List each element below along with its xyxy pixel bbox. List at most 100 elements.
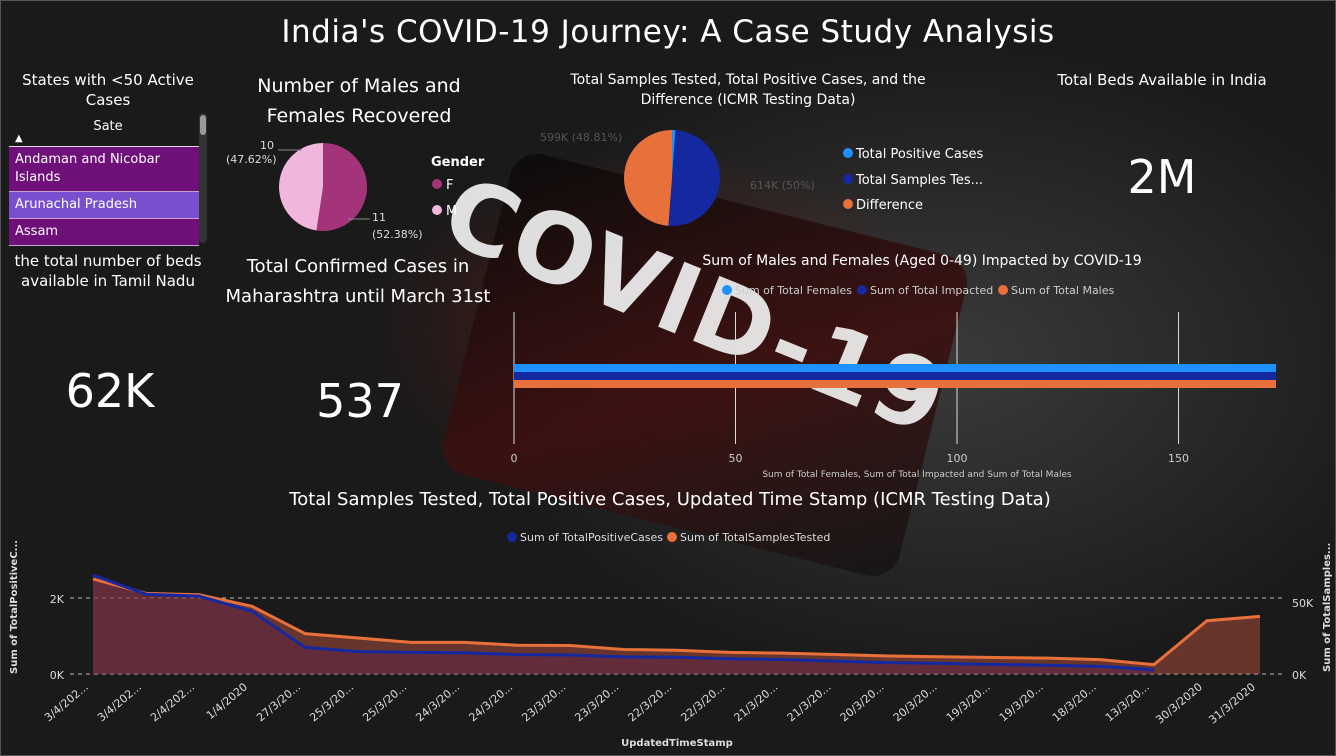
- legend-dot-f: [432, 179, 442, 189]
- y-tick-left: 0K: [50, 669, 65, 682]
- slicer-scrollbar[interactable]: [199, 113, 207, 243]
- pie-slice-m[interactable]: [279, 143, 323, 231]
- pie-label-f-pct: (52.38%): [372, 228, 423, 241]
- pie-slice-f[interactable]: [316, 143, 367, 231]
- x-tick-label: 23/3/20...: [572, 680, 621, 724]
- line-legend-positive[interactable]: Sum of TotalPositiveCases: [520, 531, 663, 544]
- x-axis-label: UpdatedTimeStamp: [621, 738, 733, 749]
- slicer-item[interactable]: Andaman and Nicobar Islands: [9, 147, 199, 192]
- x-tick-label: 20/3/20...: [838, 680, 887, 724]
- bar-chart[interactable]: Sum of Total Females Sum of Total Impact…: [500, 278, 1300, 483]
- y-axis-label-left: Sum of TotalPositiveC...: [9, 540, 20, 674]
- report-title: India's COVID-19 Journey: A Case Study A…: [281, 14, 1055, 50]
- y-tick-right: 50K: [1292, 597, 1314, 610]
- bar-x-ticks: 0 50 100 150: [511, 452, 1190, 465]
- x-tick-label: 23/3/20...: [519, 680, 568, 724]
- x-tick-label: 31/3/2020: [1206, 680, 1258, 726]
- bar-legend-males[interactable]: Sum of Total Males: [1011, 284, 1115, 297]
- bar-x-tick: 100: [947, 452, 968, 465]
- samples-line[interactable]: [92, 577, 1261, 667]
- y-tick-left: 2K: [50, 593, 65, 606]
- x-tick-label: 25/3/20...: [307, 680, 356, 724]
- x-tick-label: 1/4/2020: [204, 680, 250, 722]
- bar-x-tick: 50: [729, 452, 743, 465]
- slicer-header-label: Sate: [93, 119, 123, 134]
- x-tick-label: 19/3/20...: [944, 680, 993, 724]
- icmr-pie-slice[interactable]: [672, 130, 676, 178]
- x-tick-label: 22/3/20...: [679, 680, 728, 724]
- x-tick-label: 2/4/202...: [148, 680, 197, 724]
- icmr-pie-label-right: 614K (50%): [750, 179, 815, 192]
- icmr-pie-slice[interactable]: [623, 130, 672, 226]
- maharashtra-title: Total Confirmed Cases in Maharashtra unt…: [225, 256, 491, 307]
- y-tick-right: 0K: [1292, 669, 1307, 682]
- gender-legend-f[interactable]: F: [446, 178, 453, 193]
- icmr-legend-positive[interactable]: Total Positive Cases: [855, 147, 984, 162]
- y-axis-label-right: Sum of TotalSamples...: [1322, 543, 1333, 672]
- bar-x-axis-label: Sum of Total Females, Sum of Total Impac…: [762, 470, 1072, 480]
- x-tick-label: 24/3/20...: [466, 680, 515, 724]
- legend-dot-difference: [843, 199, 853, 209]
- bar-males[interactable]: [514, 380, 1276, 388]
- icmr-pie-slice[interactable]: [668, 130, 720, 226]
- maharashtra-value: 537: [316, 374, 404, 428]
- legend-dot-impacted: [857, 285, 867, 295]
- x-tick-label: 13/3/20...: [1103, 680, 1152, 724]
- beds-india-title: Total Beds Available in India: [1057, 71, 1267, 89]
- line-chart[interactable]: Sum of TotalPositiveCases Sum of TotalSa…: [0, 524, 1336, 754]
- samples-area: [93, 578, 1260, 674]
- line-x-ticks: 3/4/202... 3/4/202... 2/4/202... 1/4/2020 27…: [42, 680, 1258, 726]
- icmr-pie-label-left: 599K (48.81%): [540, 131, 622, 144]
- positive-area: [93, 575, 1154, 674]
- icmr-legend-samples[interactable]: Total Samples Tes...: [855, 173, 983, 188]
- legend-dot-males: [998, 285, 1008, 295]
- bar-impacted[interactable]: [514, 372, 1276, 380]
- beds-tn-value: 62K: [65, 364, 155, 418]
- bar-legend-impacted[interactable]: Sum of Total Impacted: [870, 284, 993, 297]
- legend-dot-positive: [843, 148, 853, 158]
- bar-x-tick: 150: [1168, 452, 1189, 465]
- beds-india-value: 2M: [1127, 150, 1197, 204]
- icmr-pie-title: Total Samples Tested, Total Positive Cas…: [570, 72, 926, 108]
- bar-chart-title: Sum of Males and Females (Aged 0-49) Imp…: [702, 253, 1142, 269]
- slicer-item[interactable]: Arunachal Pradesh: [9, 192, 199, 219]
- x-tick-label: 3/4/202...: [42, 680, 91, 724]
- icmr-pie-slices[interactable]: [623, 130, 720, 226]
- slicer-header[interactable]: Sate ▲: [9, 113, 207, 147]
- gender-pie-chart[interactable]: 10 (47.62%) 11 (52.38%) Gender F M: [220, 135, 500, 250]
- positive-line[interactable]: [92, 573, 1155, 672]
- gender-pie-title: Number of Males and Females Recovered: [257, 75, 461, 127]
- line-chart-title: Total Samples Tested, Total Positive Cas…: [289, 489, 1051, 510]
- bar-series[interactable]: [514, 364, 1276, 388]
- legend-dot-samples: [843, 174, 853, 184]
- legend-dot-m: [432, 205, 442, 215]
- slicer-item[interactable]: Assam: [9, 219, 199, 246]
- x-tick-label: 3/4/202...: [95, 680, 144, 724]
- pie-label-f: 11: [372, 211, 386, 224]
- bar-x-tick: 0: [511, 452, 518, 465]
- beds-tn-title: the total number of beds available in Ta…: [14, 252, 202, 290]
- bar-females[interactable]: [514, 364, 1276, 372]
- gender-legend-m[interactable]: M: [446, 204, 457, 219]
- x-tick-label: 24/3/20...: [413, 680, 462, 724]
- icmr-legend-difference[interactable]: Difference: [856, 198, 923, 213]
- x-tick-label: 19/3/20...: [997, 680, 1046, 724]
- x-tick-label: 30/3/2020: [1153, 680, 1205, 726]
- gender-legend-title: Gender: [431, 155, 485, 170]
- x-tick-label: 25/3/20...: [360, 680, 409, 724]
- pie-label-m-pct: (47.62%): [226, 153, 277, 166]
- line-legend-samples[interactable]: Sum of TotalSamplesTested: [680, 531, 830, 544]
- icmr-pie-chart[interactable]: 599K (48.81%) 614K (50%) Total Positive …: [530, 120, 990, 240]
- state-slicer[interactable]: Sate ▲ Andaman and Nicobar Islands Aruna…: [9, 113, 207, 246]
- x-tick-label: 21/3/20...: [732, 680, 781, 724]
- legend-dot-females: [722, 285, 732, 295]
- slicer-title: States with <50 Active Cases: [22, 71, 194, 109]
- sort-ascending-icon[interactable]: ▲: [15, 133, 23, 144]
- x-tick-label: 20/3/20...: [891, 680, 940, 724]
- x-tick-label: 22/3/20...: [626, 680, 675, 724]
- x-tick-label: 18/3/20...: [1050, 680, 1099, 724]
- x-tick-label: 27/3/20...: [254, 680, 303, 724]
- bar-legend-females[interactable]: Sum of Total Females: [735, 284, 852, 297]
- pie-label-m: 10: [260, 139, 274, 152]
- scrollbar-thumb[interactable]: [200, 115, 206, 135]
